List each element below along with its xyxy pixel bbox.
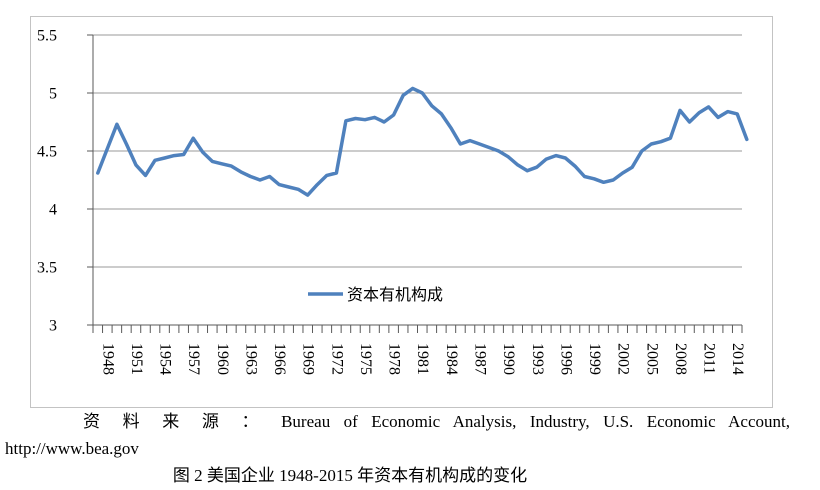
legend-label: 资本有机构成 (347, 286, 443, 304)
x-axis-label: 2014 (729, 343, 746, 375)
x-axis-label: 2002 (615, 343, 632, 375)
chart-canvas: 3 3.5 4 4.5 5 5.5 1948 1951 1954 1957 1960 1963 1966… (37, 28, 749, 375)
x-axis-label: 1984 (443, 343, 460, 375)
y-axis-label: 3 (49, 318, 57, 335)
x-axis-label: 2008 (672, 343, 689, 375)
figure-caption: 图 2 美国企业 1948-2015 年资本有机构成的变化 (172, 466, 528, 485)
x-axis-label: 2005 (643, 343, 660, 375)
x-axis-label: 1969 (300, 343, 317, 375)
source-note-url: http://www.bea.gov (5, 439, 139, 458)
y-axis-label: 3.5 (37, 260, 57, 277)
x-axis-label: 1993 (529, 343, 546, 375)
x-axis-label: 1981 (414, 343, 431, 375)
x-axis-label: 1996 (557, 343, 574, 375)
x-axis-label: 1954 (157, 343, 174, 375)
y-axis-label: 4.5 (37, 144, 57, 161)
x-axis-label: 2011 (701, 343, 718, 374)
x-axis-label: 1963 (242, 343, 259, 375)
x-axis-label: 1987 (471, 343, 488, 375)
source-note: 资 料 来 源 ： Bureau of Economic Analysis, I… (0, 408, 820, 462)
x-axis-label: 1999 (586, 343, 603, 375)
x-axis-label: 1966 (271, 343, 288, 375)
source-note-line1: 资 料 来 源 ： Bureau of Economic Analysis, I… (83, 412, 790, 431)
x-axis-label: 1990 (500, 343, 517, 375)
x-axis-label: 1972 (328, 343, 345, 375)
y-axis-label: 5 (49, 86, 57, 103)
y-axis-label: 5.5 (37, 28, 57, 45)
x-axis-label: 1978 (386, 343, 403, 375)
x-axis-label: 1948 (99, 343, 116, 375)
x-axis-label: 1975 (357, 343, 374, 375)
data-line (96, 86, 749, 197)
y-axis-label: 4 (49, 202, 57, 219)
x-axis-label: 1960 (214, 343, 231, 375)
x-axis-label: 1951 (128, 343, 145, 375)
x-axis-label: 1957 (185, 343, 202, 375)
line-chart: 3 3.5 4 4.5 5 5.5 1948 1951 1954 1957 1960 1963 1966… (30, 16, 773, 408)
